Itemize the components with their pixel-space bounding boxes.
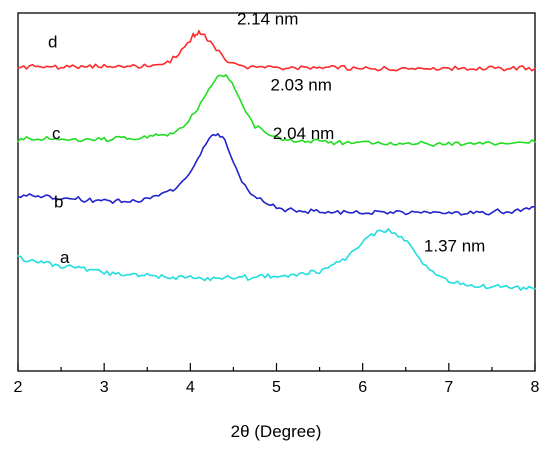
series-labels: d c b a bbox=[48, 32, 70, 267]
series-line-b bbox=[17, 132, 536, 216]
series-label-b: b bbox=[54, 193, 63, 212]
x-tick-label-4: 4 bbox=[186, 379, 195, 396]
x-tick-label-2: 2 bbox=[14, 379, 23, 396]
peak-label-d: 2.14 nm bbox=[237, 10, 298, 29]
series-line-c bbox=[17, 74, 536, 147]
peak-label-c: 2.03 nm bbox=[270, 76, 331, 95]
x-axis-tick-labels: 2 3 4 5 6 7 8 bbox=[14, 379, 540, 396]
x-tick-label-5: 5 bbox=[272, 379, 281, 396]
series-lines bbox=[17, 29, 536, 291]
series-line-a bbox=[17, 228, 536, 291]
peak-label-b: 2.04 nm bbox=[273, 124, 334, 143]
x-axis-title: 2θ (Degree) bbox=[231, 422, 322, 441]
series-label-a: a bbox=[60, 248, 70, 267]
x-tick-label-8: 8 bbox=[531, 379, 540, 396]
x-tick-label-6: 6 bbox=[358, 379, 367, 396]
series-label-d: d bbox=[48, 32, 57, 51]
x-tick-label-3: 3 bbox=[100, 379, 109, 396]
x-axis-ticks bbox=[17, 363, 536, 371]
peak-labels: 2.14 nm 2.03 nm 2.04 nm 1.37 nm bbox=[237, 10, 485, 256]
peak-label-a: 1.37 nm bbox=[424, 237, 485, 256]
series-label-c: c bbox=[52, 124, 61, 143]
series-line-d bbox=[17, 29, 536, 72]
x-tick-label-7: 7 bbox=[444, 379, 453, 396]
